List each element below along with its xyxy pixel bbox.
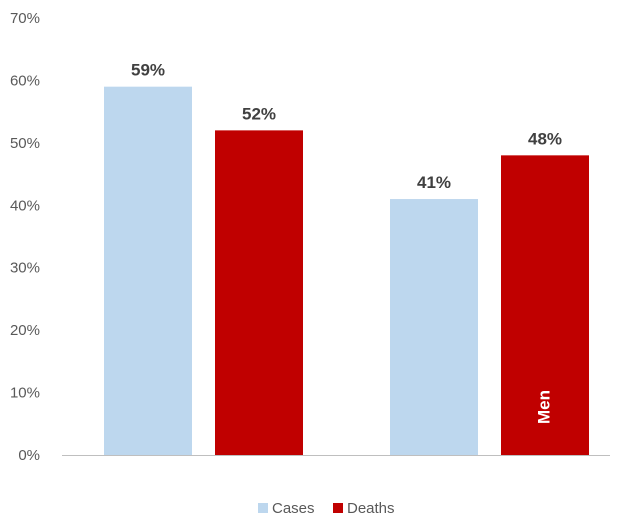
y-tick-label: 60%: [10, 72, 40, 89]
legend-swatch-cases: [258, 503, 268, 513]
y-tick-label: 40%: [10, 197, 40, 214]
data-label-deaths-2: 48%: [528, 129, 562, 148]
y-tick-label: 20%: [10, 322, 40, 339]
bar-cases-2: [390, 199, 478, 455]
legend-label-cases: Cases: [272, 500, 315, 517]
data-labels: 59% 41% 52% 48% Men: [131, 61, 562, 424]
bars: [104, 86, 589, 456]
bar-annotation-men: Men: [534, 390, 553, 424]
bar-deaths-2: [501, 155, 589, 456]
legend-swatch-deaths: [333, 503, 343, 513]
bar-cases-1: [104, 86, 192, 456]
data-label-cases-2: 41%: [417, 173, 451, 192]
legend: Cases Deaths: [258, 500, 395, 517]
y-tick-label: 50%: [10, 135, 40, 152]
data-label-cases-1: 59%: [131, 61, 165, 80]
y-tick-label: 10%: [10, 385, 40, 402]
y-tick-label: 70%: [10, 10, 40, 27]
y-axis-tick-labels: 0% 10% 20% 30% 40% 50% 60% 70%: [10, 10, 40, 464]
y-tick-label: 30%: [10, 260, 40, 277]
bar-deaths-1: [215, 130, 303, 455]
legend-label-deaths: Deaths: [347, 500, 395, 517]
y-tick-label: 0%: [18, 447, 40, 464]
data-label-deaths-1: 52%: [242, 104, 276, 123]
